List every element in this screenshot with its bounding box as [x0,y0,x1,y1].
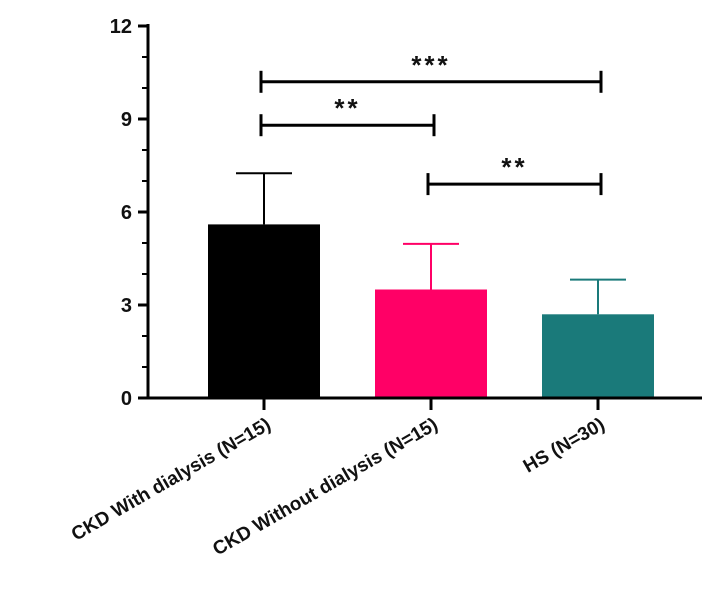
sig-label-1: ** [334,93,360,123]
bar-1 [375,289,487,398]
y-tick-label-3: 9 [121,109,132,131]
x-category-label-2: HS (N=30) [520,414,609,477]
y-tick-label-2: 6 [121,202,132,224]
y-tick-label-0: 0 [121,388,132,410]
bar-0 [208,224,320,398]
y-tick-label-4: 12 [110,16,132,38]
bar-2 [542,314,654,398]
sig-label-0: *** [411,50,450,80]
sig-label-2: ** [501,152,527,182]
y-tick-label-1: 3 [121,295,132,317]
